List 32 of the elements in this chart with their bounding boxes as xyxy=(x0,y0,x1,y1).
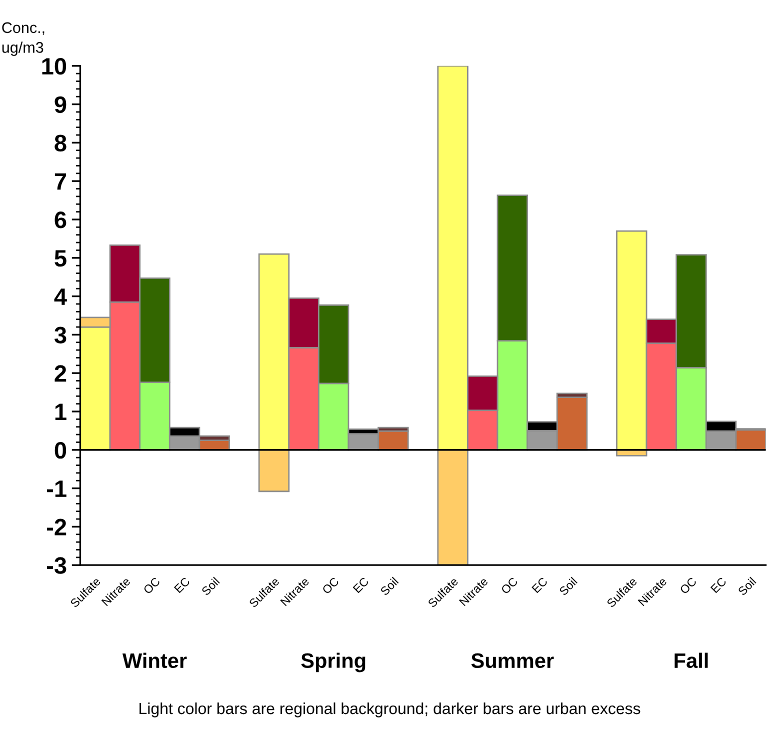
y-tick-label: 6 xyxy=(54,212,66,228)
text: Spring xyxy=(301,652,366,672)
y-tick-label: 5 xyxy=(54,250,66,267)
x-tick-label: OC xyxy=(142,576,161,594)
y-tick-label: 0 xyxy=(54,442,66,459)
y-tick-label: 10 xyxy=(42,58,66,75)
x-tick-label: OC xyxy=(500,576,518,594)
x-tick-label: Soil xyxy=(380,576,399,596)
x-tick-label: Soil xyxy=(737,576,756,596)
x-tick-label: Soil xyxy=(200,576,220,596)
y-tick-label: 7 xyxy=(54,173,66,190)
x-tick-label: EC xyxy=(174,576,190,594)
y-tick-label: 2 xyxy=(54,365,66,382)
y-tick-label: -3 xyxy=(46,557,66,574)
y-tick-label: 3 xyxy=(54,326,66,344)
x-tick-label: OC xyxy=(322,576,340,594)
x-tick-label: EC xyxy=(532,576,548,594)
x-tick-label: EC xyxy=(352,576,370,594)
y-tick-label: 1 xyxy=(55,404,66,420)
y-tick-label: 9 xyxy=(54,96,66,114)
y-tick-label: -2 xyxy=(46,518,66,536)
x-tick-label: EC xyxy=(710,576,727,594)
text: Fall xyxy=(674,652,708,668)
text: Summer xyxy=(471,653,554,668)
x-tick-label: Soil xyxy=(558,576,578,596)
x-tick-label: OC xyxy=(679,576,698,594)
text: Winter xyxy=(122,652,187,668)
y-tick-label: -1 xyxy=(46,480,66,497)
text: Light color bars are regional background; darker bars are urban excess xyxy=(140,702,640,718)
y-tick-label: 4 xyxy=(54,288,67,305)
y-axis-title: Conc., ug/m3 xyxy=(2,22,44,56)
y-tick-label: 8 xyxy=(54,134,66,152)
